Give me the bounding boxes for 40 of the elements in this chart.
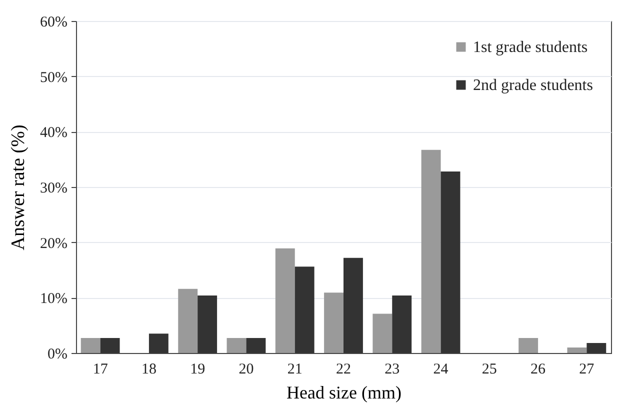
x-tick-label: 27	[579, 362, 595, 378]
y-tick-label: 40%	[40, 125, 68, 142]
bar	[567, 347, 587, 353]
y-tick-label: 20%	[40, 236, 68, 252]
y-tick-label: 30%	[40, 180, 68, 196]
bar	[100, 338, 120, 353]
x-tick-label: 19	[190, 362, 206, 378]
x-tick-label: 22	[336, 362, 351, 378]
y-tick-label: 50%	[40, 70, 68, 86]
x-tick-label: 25	[482, 362, 497, 378]
y-tick-label: 60%	[40, 14, 68, 30]
bar	[226, 338, 246, 353]
bar	[586, 343, 606, 353]
y-tick-label: 0%	[48, 346, 68, 362]
y-axis-title: Answer rate (%)	[8, 124, 30, 250]
bar	[275, 248, 295, 353]
x-tick-label: 26	[530, 362, 546, 378]
x-axis-title: Head size (mm)	[286, 382, 402, 402]
bar	[324, 292, 344, 353]
x-tick-label: 23	[384, 362, 400, 378]
legend-label: 2nd grade students	[473, 77, 593, 94]
x-tick-label: 18	[141, 362, 156, 378]
bar	[294, 266, 314, 353]
x-tick-label: 20	[238, 362, 254, 378]
bar	[421, 150, 441, 353]
legend-label: 1st grade students	[473, 39, 588, 56]
y-tick-label: 10%	[40, 291, 68, 308]
bar	[80, 338, 100, 353]
x-tick-label: 21	[287, 362, 302, 378]
bar	[344, 258, 363, 353]
bar	[178, 288, 198, 353]
bar	[148, 334, 168, 353]
bar	[392, 295, 412, 353]
bar	[246, 338, 266, 353]
x-tick-label: 24	[433, 362, 449, 378]
bar	[518, 338, 538, 353]
bar	[440, 172, 460, 353]
bar	[372, 314, 392, 353]
bar	[198, 295, 218, 353]
x-tick-label: 17	[92, 362, 108, 378]
